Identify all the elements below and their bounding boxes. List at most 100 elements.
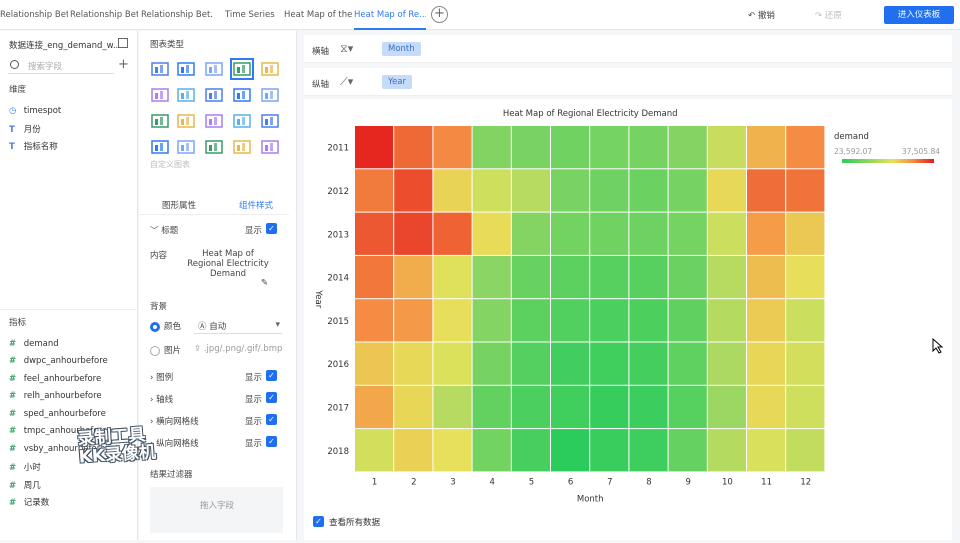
background-image-radio[interactable]: 图片 bbox=[150, 344, 181, 356]
bar-chart-icon[interactable] bbox=[261, 87, 279, 103]
heatmap-cell[interactable] bbox=[394, 169, 433, 212]
heatmap-cell[interactable] bbox=[747, 342, 786, 385]
heatmap-cell[interactable] bbox=[786, 169, 825, 212]
tab-relationship-2[interactable]: Relationship Bet... bbox=[70, 10, 138, 20]
measure-demand[interactable]: # demand bbox=[9, 339, 59, 349]
dot-plot-icon[interactable] bbox=[233, 87, 251, 103]
tab-component-style[interactable]: 组件样式 bbox=[239, 201, 274, 211]
heatmap-cell[interactable] bbox=[707, 299, 746, 342]
heatmap-cell[interactable] bbox=[472, 342, 511, 385]
tab-heatmap-other[interactable]: Heat Map of the... bbox=[284, 10, 352, 20]
add-field-icon[interactable]: + bbox=[118, 57, 129, 72]
heatmap-cell[interactable] bbox=[707, 385, 746, 429]
heatmap-cell[interactable] bbox=[433, 255, 472, 299]
tab-relationship-3[interactable]: Relationship Bet... bbox=[141, 10, 213, 20]
table-icon[interactable] bbox=[151, 61, 169, 77]
heatmap-cell[interactable] bbox=[590, 169, 629, 212]
cross-table-icon[interactable] bbox=[177, 61, 195, 77]
x-axis-field-pill[interactable]: Month bbox=[382, 42, 421, 56]
heatmap-cell[interactable] bbox=[472, 212, 511, 255]
color-grid-icon[interactable] bbox=[151, 87, 169, 103]
heatmap-cell[interactable] bbox=[551, 255, 590, 299]
measure-hour[interactable]: # 小时 bbox=[9, 463, 41, 473]
heatmap-cell[interactable] bbox=[786, 385, 825, 429]
heatmap-cell[interactable] bbox=[511, 429, 550, 472]
undo-button[interactable]: ↶ 撤销 bbox=[748, 11, 775, 21]
heatmap-cell[interactable] bbox=[394, 212, 433, 255]
heatmap-cell[interactable] bbox=[747, 385, 786, 429]
heatmap-cell[interactable] bbox=[786, 255, 825, 299]
dimension-timespot[interactable]: ◷ timespot bbox=[9, 106, 62, 116]
heatmap-cell[interactable] bbox=[433, 126, 472, 169]
heatmap-cell[interactable] bbox=[551, 169, 590, 212]
heatmap-cell[interactable] bbox=[472, 126, 511, 169]
dimension-indicator-name[interactable]: T 指标名称 bbox=[9, 142, 58, 152]
heatmap-cell[interactable] bbox=[629, 126, 668, 169]
field-search-input[interactable]: 搜索字段 bbox=[8, 58, 114, 74]
measure-record-count[interactable]: # 记录数 bbox=[9, 498, 50, 508]
heatmap-cell[interactable] bbox=[511, 342, 550, 385]
measure-vsby[interactable]: # vsby_anhourbefore bbox=[9, 444, 106, 454]
vgrid-section-toggle[interactable]: › 纵向网格线 bbox=[150, 439, 199, 449]
heatmap-cell[interactable] bbox=[433, 385, 472, 429]
heatmap-cell[interactable] bbox=[629, 342, 668, 385]
heatmap-cell[interactable] bbox=[472, 169, 511, 212]
heatmap-cell[interactable] bbox=[551, 385, 590, 429]
bubble-grid-icon[interactable] bbox=[177, 87, 195, 103]
heatmap-cell[interactable] bbox=[355, 126, 394, 169]
heatmap-cell[interactable] bbox=[629, 299, 668, 342]
heatmap-cell[interactable] bbox=[355, 342, 394, 385]
heatmap-cell[interactable] bbox=[707, 342, 746, 385]
heatmap-cell[interactable] bbox=[786, 212, 825, 255]
heat-grid-icon[interactable] bbox=[205, 87, 223, 103]
heatmap-cell[interactable] bbox=[511, 255, 550, 299]
heatmap-cell[interactable] bbox=[786, 429, 825, 472]
measure-weekday[interactable]: # 周几 bbox=[9, 481, 41, 491]
tab-heatmap-active[interactable]: Heat Map of Re... bbox=[354, 0, 426, 30]
heatmap-cell[interactable] bbox=[629, 169, 668, 212]
heatmap-cell[interactable] bbox=[590, 299, 629, 342]
edit-pen-icon[interactable]: ✎ bbox=[261, 278, 269, 288]
heatmap-cell[interactable] bbox=[394, 126, 433, 169]
y-axis-sort-icon[interactable]: ⟋▾ bbox=[340, 75, 354, 88]
heatmap-cell[interactable] bbox=[551, 126, 590, 169]
heatmap-cell[interactable] bbox=[472, 299, 511, 342]
legend-show-checkbox[interactable]: ✓ bbox=[266, 370, 277, 381]
heatmap-cell[interactable] bbox=[433, 299, 472, 342]
heatmap-cell[interactable] bbox=[433, 169, 472, 212]
tab-time-series[interactable]: Time Series bbox=[225, 10, 275, 20]
title-show-checkbox[interactable]: ✓ bbox=[266, 223, 277, 234]
legend-section-toggle[interactable]: › 图例 bbox=[150, 373, 174, 383]
heatmap-cell[interactable] bbox=[551, 299, 590, 342]
heatmap-cell[interactable] bbox=[394, 385, 433, 429]
heatmap-cell[interactable] bbox=[472, 385, 511, 429]
stacked-bar-icon[interactable] bbox=[177, 113, 195, 129]
heatmap-cell[interactable] bbox=[355, 169, 394, 212]
dimension-month[interactable]: T 月份 bbox=[9, 125, 41, 135]
heatmap-cell[interactable] bbox=[786, 299, 825, 342]
range-chart-icon[interactable] bbox=[261, 113, 279, 129]
heatmap-cell[interactable] bbox=[355, 299, 394, 342]
heatmap-cell[interactable] bbox=[355, 255, 394, 299]
heatmap-cell[interactable] bbox=[394, 255, 433, 299]
redo-button[interactable]: ↷ 还原 bbox=[815, 11, 842, 21]
heatmap-cell[interactable] bbox=[551, 212, 590, 255]
heatmap-cell[interactable] bbox=[668, 169, 707, 212]
heatmap-cell[interactable] bbox=[590, 342, 629, 385]
heatmap-chart[interactable]: Heat Map of Regional Electricity Demand 2… bbox=[304, 99, 952, 540]
line-chart-icon[interactable] bbox=[233, 113, 251, 129]
heatmap-cell[interactable] bbox=[472, 255, 511, 299]
enter-dashboard-button[interactable]: 进入仪表板 bbox=[884, 6, 954, 24]
heatmap-cell[interactable] bbox=[511, 385, 550, 429]
heatmap-cell[interactable] bbox=[747, 299, 786, 342]
heatmap-cell[interactable] bbox=[590, 126, 629, 169]
heatmap-cell[interactable] bbox=[707, 169, 746, 212]
kpi-number-icon[interactable] bbox=[261, 61, 279, 77]
radar-chart-icon[interactable] bbox=[151, 139, 169, 155]
tab-relationship-1[interactable]: Relationship Bet... bbox=[0, 10, 68, 20]
axis-show-checkbox[interactable]: ✓ bbox=[266, 392, 277, 403]
heatmap-cell[interactable] bbox=[433, 342, 472, 385]
hgrid-show-checkbox[interactable]: ✓ bbox=[266, 414, 277, 425]
vgrid-show-checkbox[interactable]: ✓ bbox=[266, 436, 277, 447]
pie-chart-icon[interactable] bbox=[261, 139, 279, 155]
